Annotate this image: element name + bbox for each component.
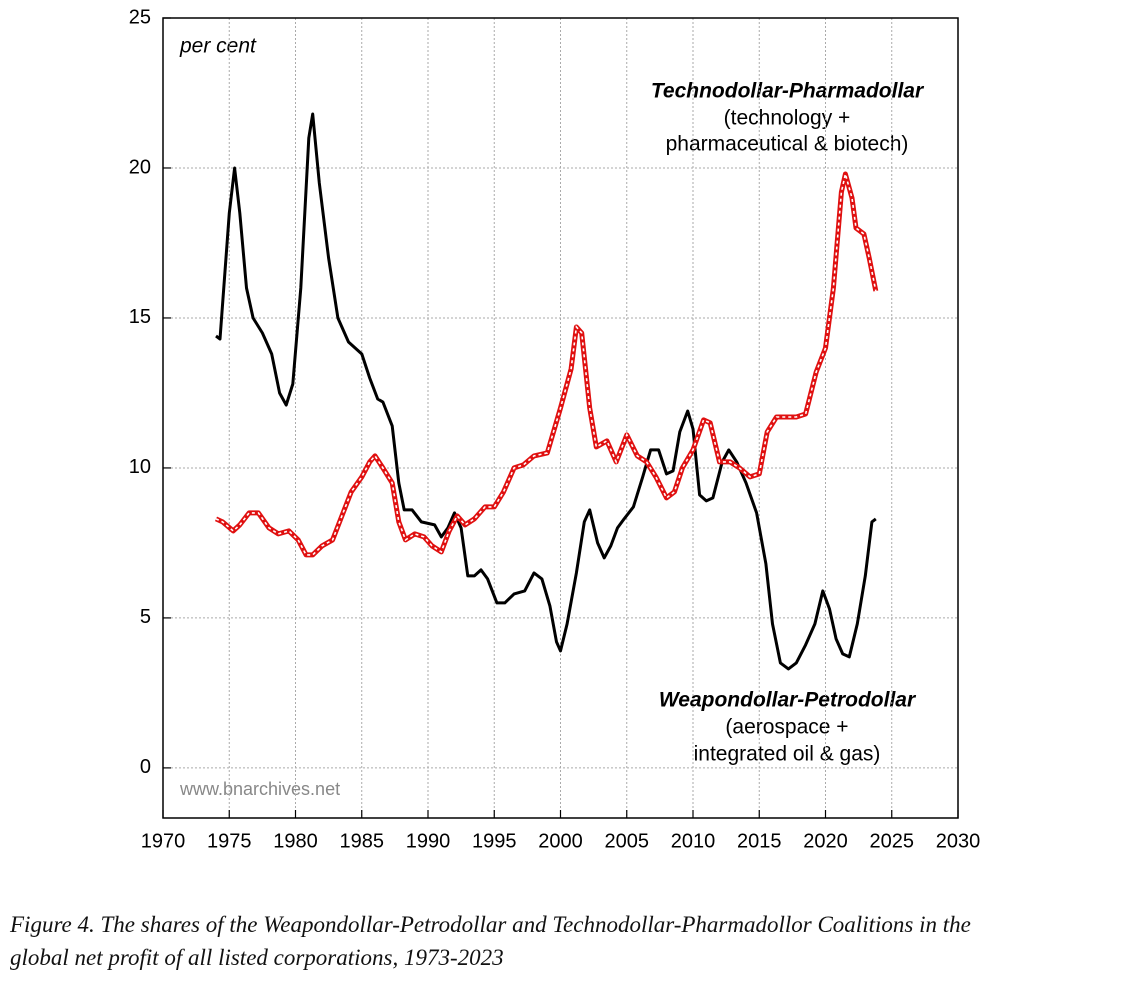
x-tick-label: 2020 [803, 830, 848, 852]
x-tick-label: 2025 [870, 830, 915, 852]
series-line [215, 112, 877, 671]
series-line-dash [215, 173, 877, 556]
x-tick-label: 1970 [141, 830, 186, 852]
y-axis-label: per cent [179, 35, 257, 58]
y-tick-label: 10 [129, 456, 151, 478]
plot-frame [162, 17, 959, 819]
y-tick-label: 15 [129, 306, 151, 328]
x-tick-label: 1975 [207, 830, 252, 852]
y-tick-label: 20 [129, 156, 151, 178]
series-label: Technodollar-Pharmadollar [651, 80, 925, 103]
x-tick-label: 1990 [406, 830, 451, 852]
series-sublabel: pharmaceutical & biotech) [666, 133, 909, 156]
x-tick-label: 1985 [340, 830, 385, 852]
series-label: Weapondollar-Petrodollar [659, 689, 917, 712]
x-tick-label: 2030 [936, 830, 981, 852]
x-tick-label: 1980 [273, 830, 318, 852]
caption: global net profit of all listed corporat… [10, 945, 504, 970]
watermark: www.bnarchives.net [179, 779, 340, 799]
x-tick-label: 2015 [737, 830, 782, 852]
caption: Figure 4. The shares of the Weapondollar… [10, 912, 971, 937]
y-tick-label: 0 [140, 756, 151, 778]
chart: per cent www.bnarchives.net Technodollar… [129, 6, 981, 852]
series-sublabel: (aerospace + [725, 716, 848, 739]
series-sublabel: integrated oil & gas) [694, 743, 881, 766]
x-tick-label: 2010 [671, 830, 716, 852]
series-line [214, 171, 879, 558]
y-tick-label: 25 [129, 6, 151, 28]
x-tick-label: 2000 [538, 830, 583, 852]
series-sublabel: (technology + [724, 107, 851, 130]
x-tick-label: 1995 [472, 830, 517, 852]
y-tick-label: 5 [140, 606, 151, 628]
x-tick-label: 2005 [605, 830, 650, 852]
